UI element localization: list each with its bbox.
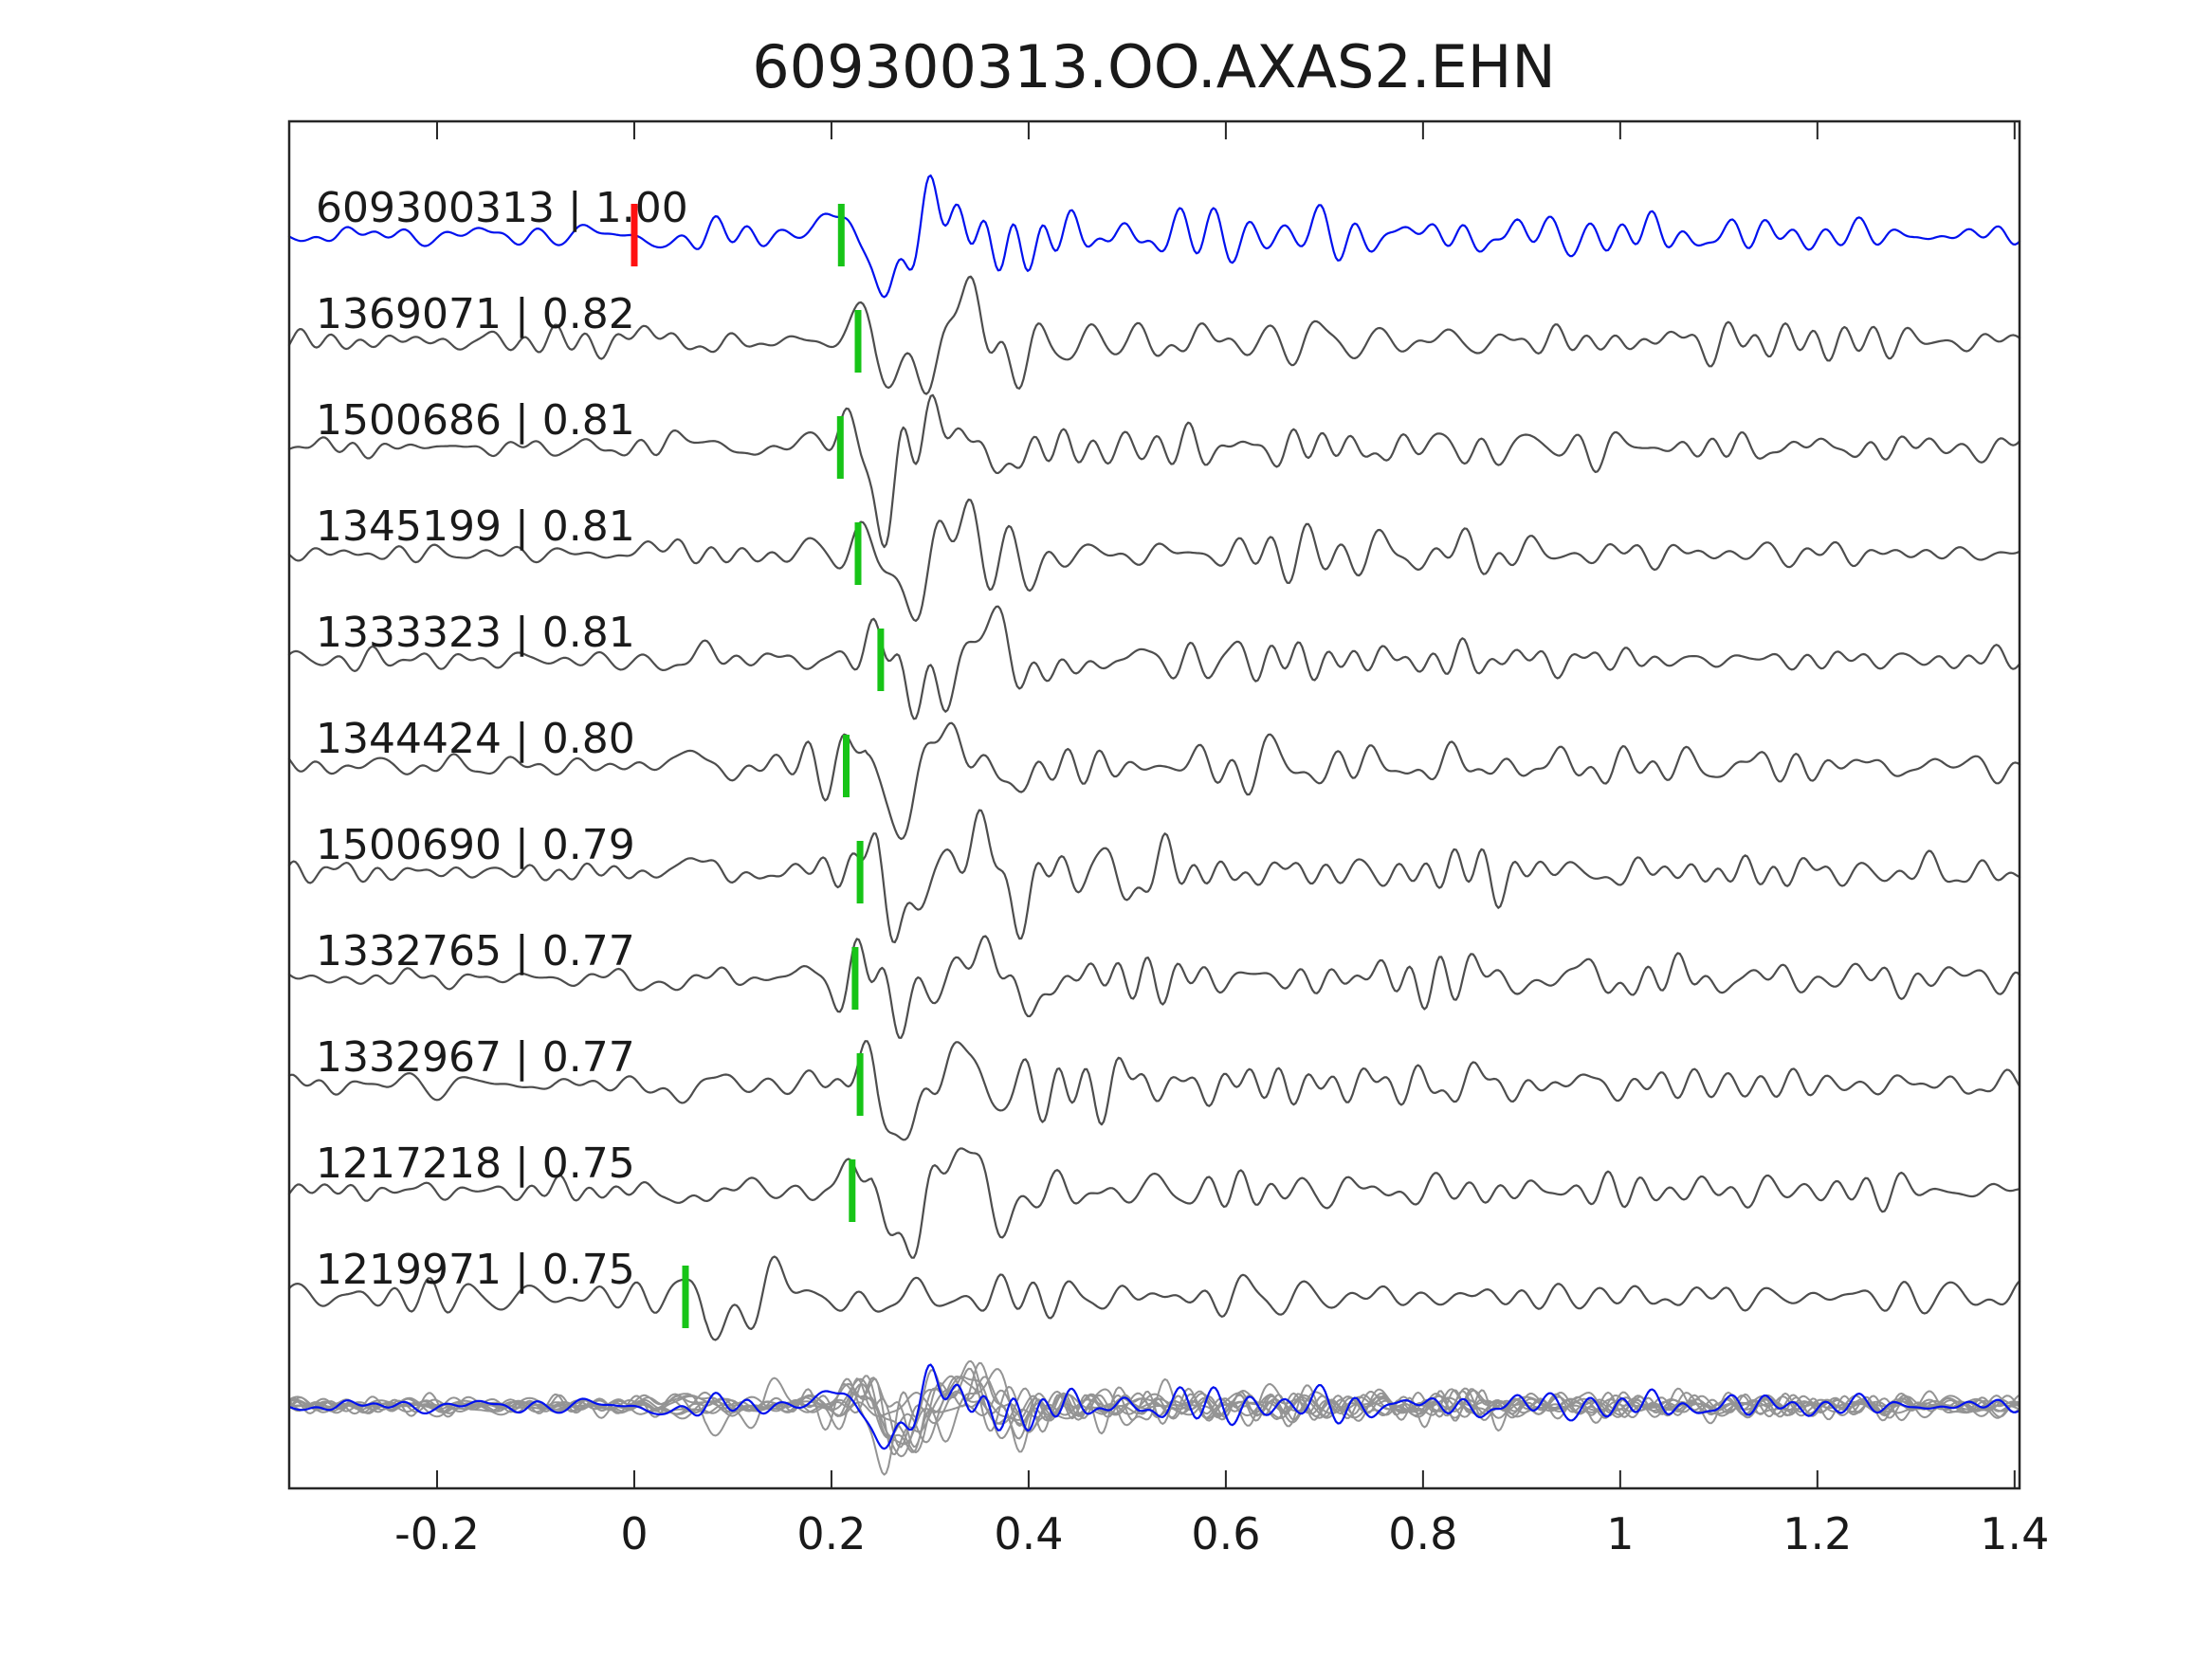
green-pick-marker xyxy=(682,1266,689,1328)
green-pick-marker xyxy=(849,1159,856,1222)
overlay-trace-1332765 xyxy=(288,1376,2020,1449)
overlay-trace-template xyxy=(288,1363,2020,1450)
x-tick-label: 1.4 xyxy=(1980,1508,2049,1559)
x-tick-label: 1.2 xyxy=(1782,1508,1852,1559)
green-pick-marker xyxy=(843,735,850,797)
waveform-trace-1500686 xyxy=(287,393,2021,549)
green-pick-marker xyxy=(837,204,845,266)
red-pick-marker xyxy=(631,204,638,266)
x-tick-label: -0.2 xyxy=(394,1508,480,1559)
overlay-trace-1332967 xyxy=(288,1375,2020,1446)
green-pick-marker xyxy=(856,1053,864,1116)
trace-label: 1369071 | 0.82 xyxy=(316,290,635,338)
trace-label: 1345199 | 0.81 xyxy=(316,502,635,551)
x-tick-label: 0.6 xyxy=(1191,1508,1260,1559)
trace-label: 1500686 | 0.81 xyxy=(316,396,635,445)
overlay-trace-1500686 xyxy=(288,1368,2020,1476)
overlay-trace-1217218 xyxy=(288,1376,2020,1453)
trace-label: 1219971 | 0.75 xyxy=(316,1246,635,1294)
waveform-trace-1369071 xyxy=(287,275,2021,395)
x-tick-label: 1 xyxy=(1606,1508,1634,1559)
green-pick-marker xyxy=(854,522,862,585)
trace-label: 609300313 | 1.00 xyxy=(316,184,688,232)
trace-label: 1332967 | 0.77 xyxy=(316,1033,635,1082)
trace-label: 1333323 | 0.81 xyxy=(316,609,635,657)
waveform-trace-1332765 xyxy=(287,935,2021,1039)
x-tick-label: 0.4 xyxy=(994,1508,1063,1559)
trace-label: 1217218 | 0.75 xyxy=(316,1139,635,1188)
trace-label: 1332765 | 0.77 xyxy=(316,927,635,975)
figure-title: 609300313.OO.AXAS2.EHN xyxy=(752,32,1556,101)
plot-border xyxy=(287,119,2021,1490)
waveform-trace-609300313 xyxy=(287,174,2021,299)
green-pick-marker xyxy=(856,841,864,903)
trace-label: 1344424 | 0.80 xyxy=(316,715,635,763)
waveform-trace-1217218 xyxy=(287,1147,2021,1259)
green-pick-marker xyxy=(854,310,862,373)
x-tick-label: 0 xyxy=(620,1508,648,1559)
waveform-trace-1333323 xyxy=(287,605,2021,720)
trace-label: 1500690 | 0.79 xyxy=(316,821,635,869)
green-pick-marker xyxy=(851,947,859,1010)
waveform-trace-1332967 xyxy=(287,1040,2021,1141)
x-tick-label: 0.8 xyxy=(1388,1508,1457,1559)
waveform-trace-1500690 xyxy=(287,809,2021,944)
x-tick-label: 0.2 xyxy=(796,1508,866,1559)
overlay-trace-1219971 xyxy=(288,1376,2020,1437)
green-pick-marker xyxy=(877,629,885,691)
waveform-trace-1345199 xyxy=(287,498,2021,623)
waveform-trace-1219971 xyxy=(287,1255,2021,1341)
waveform-trace-1344424 xyxy=(287,721,2021,841)
green-pick-marker xyxy=(836,416,844,479)
